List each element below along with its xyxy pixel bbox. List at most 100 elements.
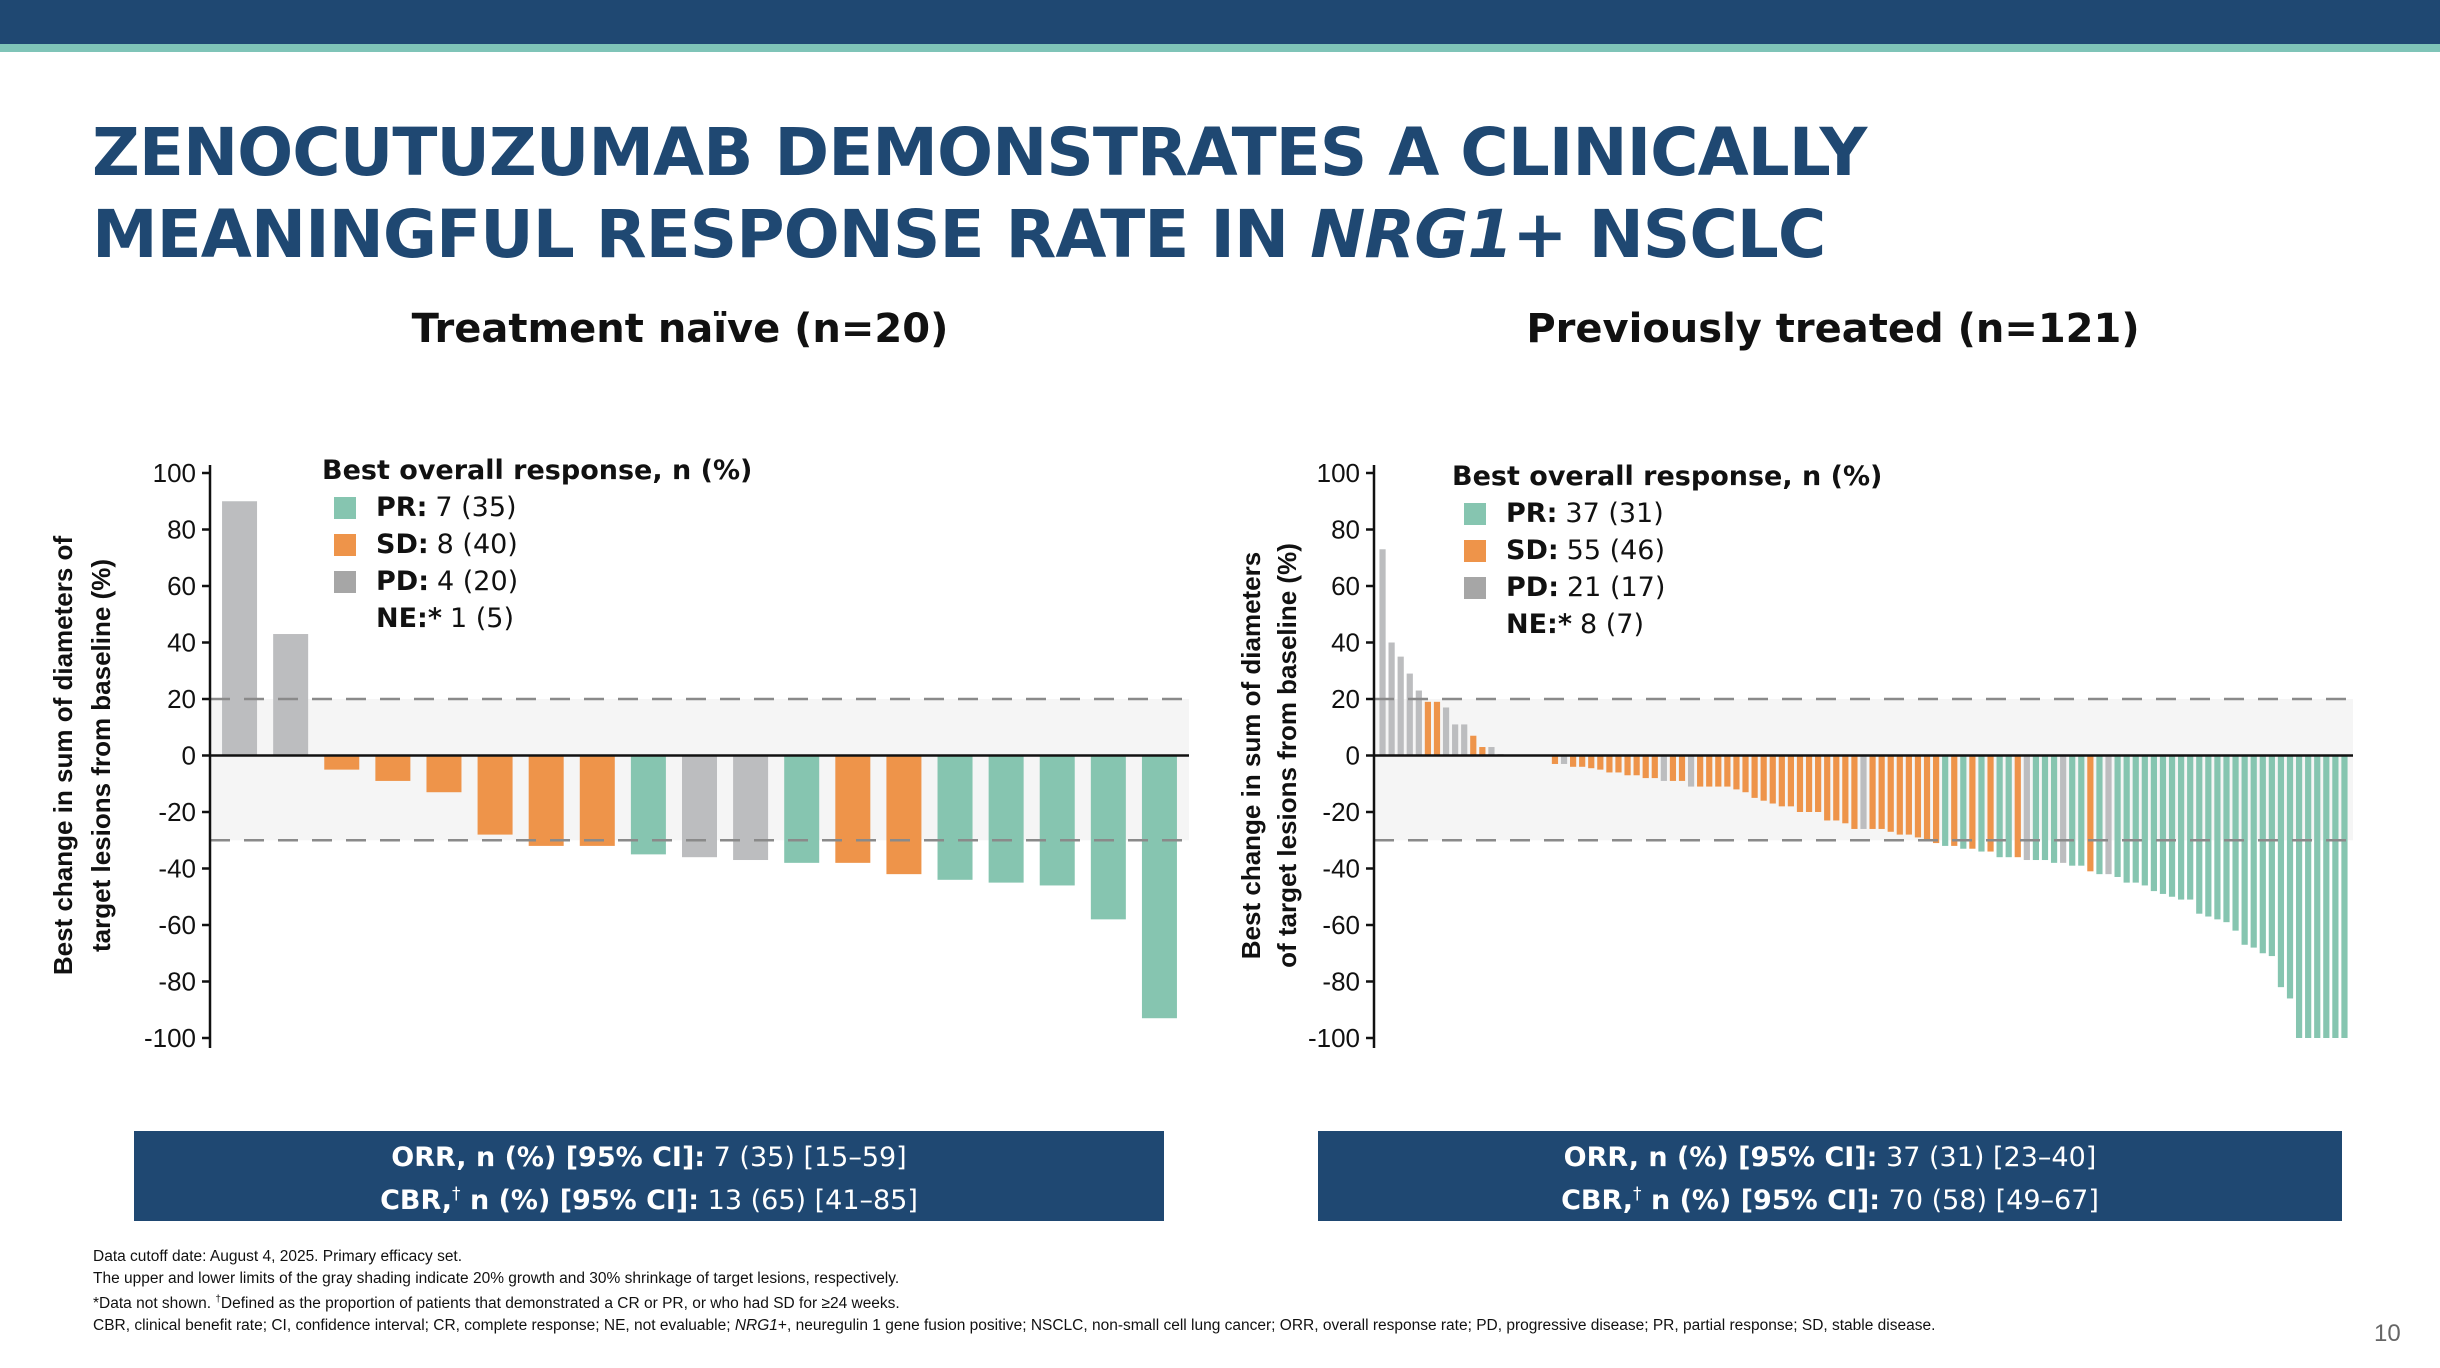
bar-sd bbox=[1433, 701, 1441, 756]
bar-pr bbox=[2005, 755, 2012, 858]
bar-pr bbox=[988, 755, 1024, 883]
legend-swatch-sd bbox=[1464, 539, 1486, 562]
y-tick-label: 80 bbox=[1331, 515, 1360, 545]
bar-pr bbox=[2259, 755, 2266, 954]
bar-pr bbox=[937, 755, 973, 880]
legend-value: 55 (46) bbox=[1566, 535, 1666, 566]
bar-pd bbox=[1461, 724, 1468, 756]
bar-sd bbox=[1570, 755, 1577, 767]
title-text-end: + NSCLC bbox=[1512, 196, 1826, 273]
legend-item-pd: PD: 21 (17) bbox=[1464, 569, 1882, 606]
bar-sd bbox=[1769, 755, 1776, 804]
bar-sd bbox=[1932, 755, 1940, 844]
bar-pd bbox=[2105, 755, 2112, 875]
bar-sd bbox=[1887, 755, 1894, 832]
y-axis-label-line-2: of target lesions from baseline (%) bbox=[1272, 543, 1302, 968]
orr-value: 37 (31) [23–40] bbox=[1886, 1142, 2097, 1173]
footnote-1: Data cutoff date: August 4, 2025. Primar… bbox=[93, 1248, 463, 1265]
bar-sd bbox=[1824, 755, 1831, 821]
bar-sd bbox=[2014, 755, 2021, 858]
bar-pr bbox=[2050, 755, 2058, 863]
footnote-text: *Data not shown. bbox=[93, 1295, 216, 1313]
bar-sd bbox=[1905, 755, 1912, 835]
legend-swatch-pr bbox=[1464, 502, 1486, 525]
y-tick-label: -100 bbox=[144, 1023, 196, 1053]
bar-pd bbox=[1687, 755, 1695, 787]
cbr-line: CBR,† n (%) [95% CI]: 13 (65) [41–85] bbox=[134, 1176, 1164, 1219]
legend-item-ne: NE:* 1 (5) bbox=[334, 600, 752, 637]
cbr-dagger: † bbox=[1633, 1184, 1642, 1204]
legend-value: 4 (20) bbox=[437, 566, 519, 597]
legend-naive: Best overall response, n (%) PR: 7 (35) S… bbox=[322, 452, 752, 637]
bar-pd bbox=[2023, 755, 2030, 861]
bar-pr bbox=[2069, 755, 2076, 866]
bar-sd bbox=[1842, 755, 1849, 824]
bar-pr bbox=[2214, 755, 2221, 920]
legend-key: NE:* bbox=[376, 603, 442, 634]
y-tick-label: -40 bbox=[158, 854, 196, 884]
orr-line: ORR, n (%) [95% CI]: 37 (31) [23–40] bbox=[1318, 1139, 2342, 1176]
bar-pd bbox=[1488, 747, 1495, 756]
legend-swatch-sd bbox=[334, 533, 356, 556]
y-tick-label: 60 bbox=[167, 571, 196, 601]
waterfall-chart-treated: 100 80 60 40 20 0 -20 -40 -60 -80 -100 Best change … bbox=[1236, 458, 2353, 1053]
legend-value: 37 (31) bbox=[1565, 498, 1664, 529]
bar-pr bbox=[2323, 755, 2330, 1038]
bar-sd bbox=[1833, 755, 1840, 821]
orr-label: ORR, n (%) [95% CI]: bbox=[391, 1142, 706, 1173]
footnote-dagger: † bbox=[215, 1294, 221, 1305]
y-axis-label-line-1: Best change in sum of diameters of bbox=[48, 536, 78, 976]
bar-pr bbox=[1942, 755, 1949, 846]
orr-label: ORR, n (%) [95% CI]: bbox=[1563, 1142, 1878, 1173]
bar-pr bbox=[2096, 755, 2103, 875]
legend-item-ne: NE:* 8 (7) bbox=[1464, 606, 1882, 643]
bar-sd bbox=[1796, 755, 1804, 812]
bar-sd bbox=[1678, 755, 1686, 781]
y-tick-label: 20 bbox=[167, 684, 196, 714]
bar-pr bbox=[1039, 755, 1075, 886]
legend-value: 8 (7) bbox=[1579, 609, 1644, 640]
cbr-value: 13 (65) [41–85] bbox=[707, 1185, 918, 1216]
bar-pr bbox=[1978, 755, 1985, 852]
bar-sd bbox=[1805, 755, 1813, 812]
bar-sd bbox=[1669, 755, 1677, 781]
bar-pr bbox=[2123, 755, 2130, 883]
bar-sd bbox=[1624, 755, 1631, 776]
y-tick-label: -80 bbox=[1322, 967, 1360, 997]
y-tick-label: 0 bbox=[1346, 741, 1360, 771]
legend-title: Best overall response, n (%) bbox=[1452, 461, 1883, 492]
summary-box-naive: ORR, n (%) [95% CI]: 7 (35) [15–59] CBR,… bbox=[134, 1131, 1164, 1221]
bar-pd bbox=[222, 501, 258, 756]
bar-pd bbox=[1860, 755, 1867, 829]
bar-pd bbox=[682, 755, 717, 858]
chart-title-treated: Previously treated (n=121) bbox=[1526, 306, 2140, 352]
bar-pr bbox=[2314, 755, 2321, 1038]
bar-pd bbox=[1660, 755, 1667, 781]
y-tick-label: -100 bbox=[1308, 1023, 1360, 1053]
y-tick-label: 0 bbox=[182, 741, 196, 771]
legend-key: SD: bbox=[1506, 535, 1559, 566]
bar-sd bbox=[886, 755, 922, 875]
bar-pd bbox=[1406, 673, 1413, 756]
bar-sd bbox=[1606, 755, 1613, 773]
legend-item-pr: PR: 37 (31) bbox=[1464, 495, 1882, 532]
bar-sd bbox=[1778, 755, 1785, 807]
bar-sd bbox=[1987, 755, 1994, 852]
bar-pr bbox=[2341, 755, 2348, 1038]
legend-value: 7 (35) bbox=[435, 492, 517, 523]
cbr-label-2: n (%) [95% CI]: bbox=[460, 1185, 700, 1216]
footnotes: Data cutoff date: August 4, 2025. Primar… bbox=[93, 1246, 1935, 1336]
y-axis-label-line-1: Best change in sum of diameters bbox=[1236, 552, 1266, 959]
cbr-dagger: † bbox=[452, 1184, 461, 1204]
bar-sd bbox=[1951, 755, 1958, 846]
bar-sd bbox=[1642, 755, 1649, 779]
summary-box-treated: ORR, n (%) [95% CI]: 37 (31) [23–40] CBR… bbox=[1318, 1131, 2342, 1221]
y-tick-label: 60 bbox=[1331, 571, 1360, 601]
bar-sd bbox=[1742, 755, 1749, 793]
bar-sd bbox=[1751, 755, 1758, 798]
bar-pr bbox=[2268, 755, 2275, 957]
bar-pd bbox=[1379, 549, 1386, 756]
y-tick-label: -80 bbox=[158, 967, 196, 997]
header-bar bbox=[0, 0, 2440, 44]
bar-pr bbox=[630, 755, 666, 855]
